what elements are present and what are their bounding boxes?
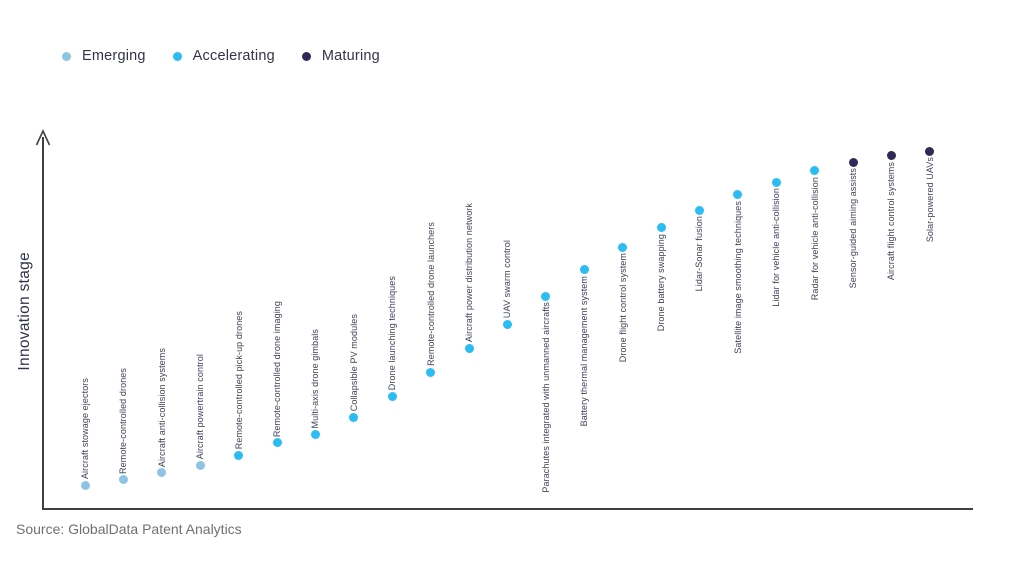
point-dot [848,157,858,167]
point-dot [502,319,512,329]
legend-label-maturing: Maturing [321,48,380,64]
point-dot [886,151,896,161]
x-axis-line [42,508,973,510]
point-dot [195,460,205,470]
y-axis-arrow-icon [35,129,51,146]
point-dot [810,166,820,176]
point-dot [80,480,90,490]
point-label: Aircraft flight control systems [886,161,897,280]
point-label: Multi-axis drone gimbals [310,328,321,429]
point-label: Drone launching techniques [387,275,398,391]
point-label: Aircraft anti-collision systems [156,347,167,467]
point-label: Aircraft powertrain control [195,353,206,460]
legend: Emerging Accelerating Maturing [62,48,380,64]
point-dot [272,438,282,448]
point-dot [310,429,320,439]
point-dot [694,205,704,215]
source-note: Source: GlobalData Patent Analytics [16,521,242,537]
point-dot [464,343,474,353]
point-dot [771,177,781,187]
point-dot [618,242,628,252]
point-dot [541,291,551,301]
legend-item-emerging: Emerging [62,48,146,64]
point-label: Radar for vehicle anti-collision [809,176,820,301]
point-dot [656,223,666,233]
point-label: Remote-controlled drones [118,367,129,474]
point-label: UAV swarm control [502,240,513,319]
legend-dot-accelerating [172,51,182,61]
legend-label-emerging: Emerging [82,48,146,64]
point-dot [234,450,244,460]
point-label: Remote-controlled pick-up drones [233,310,244,450]
point-label: Parachutes integrated with unmanned airc… [540,302,551,493]
point-label: Solar-powered UAVs [924,157,935,243]
point-dot [157,468,167,478]
point-label: Lidar-Sonar fusion [694,216,705,292]
point-dot [349,412,359,422]
point-label: Sensor-guided aiming assists [848,168,858,289]
legend-label-accelerating: Accelerating [192,48,275,64]
legend-dot-maturing [301,51,311,61]
point-dot [387,391,397,401]
legend-dot-emerging [62,51,71,61]
point-label: Aircraft power distribution network [464,203,474,343]
point-label: Remote-controlled drone launchers [425,222,436,367]
point-label: Lidar for vehicle anti-collision [771,188,782,307]
y-axis-line [42,137,44,509]
point-dot [925,146,935,156]
legend-item-accelerating: Accelerating [172,48,275,64]
point-label: Drone battery swapping [656,233,666,332]
point-label: Drone flight control system [617,253,628,363]
point-label: Satellite image smoothing techniques [732,200,743,354]
point-label: Remote-controlled drone imaging [272,300,282,437]
point-label: Aircraft stowage ejectors [80,377,90,479]
point-dot [579,265,589,275]
point-label: Collapsible PV modules [348,313,359,412]
point-label: Battery thermal management system [579,275,590,427]
point-dot [733,190,743,200]
point-dot [426,367,436,377]
point-dot [118,475,128,485]
legend-item-maturing: Maturing [301,48,380,64]
